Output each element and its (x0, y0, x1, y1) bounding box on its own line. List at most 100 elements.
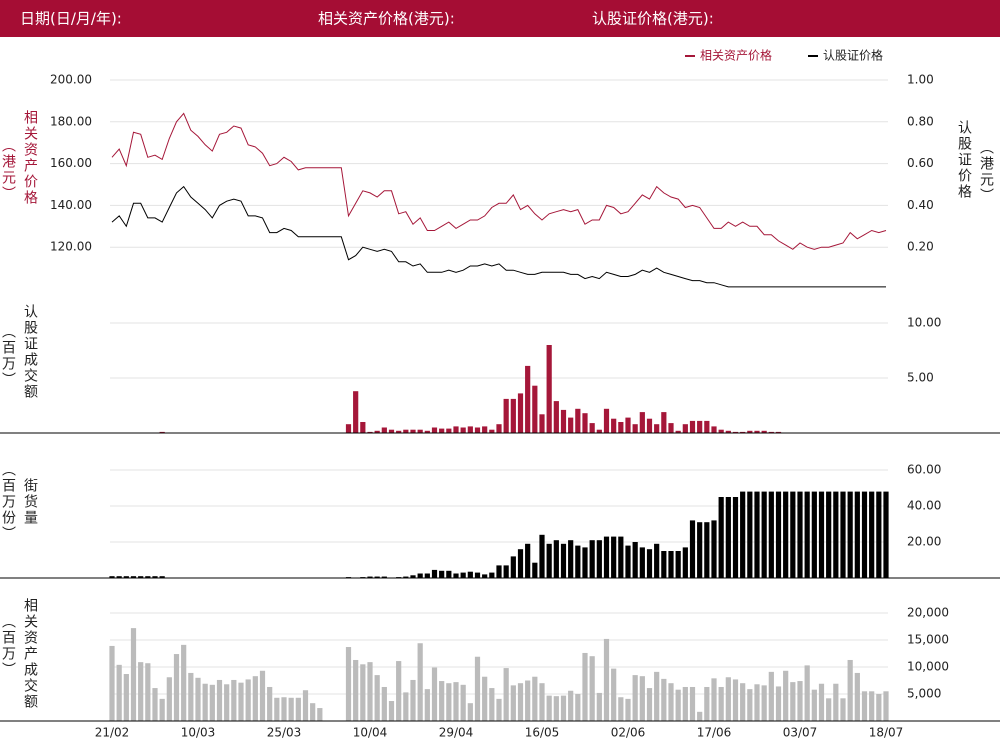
bar (725, 430, 731, 433)
bar (374, 675, 380, 721)
bar (689, 520, 696, 578)
bar (840, 698, 846, 721)
bar (568, 417, 574, 433)
bar (876, 694, 882, 721)
bar (632, 542, 638, 578)
bar (553, 401, 559, 433)
bar (539, 534, 545, 578)
bar (138, 576, 144, 578)
bar (417, 643, 423, 721)
x-tick-label: 02/06 (611, 726, 646, 740)
y-axis-label: 相关资产成交额 (22, 598, 38, 710)
x-tick-label: 10/04 (353, 726, 388, 740)
bar (281, 697, 287, 721)
bar (589, 656, 595, 721)
bar (410, 429, 416, 433)
bar (747, 491, 753, 578)
bar (811, 689, 817, 721)
bar (274, 697, 280, 721)
bar (202, 683, 208, 721)
bar (761, 430, 767, 433)
bar (768, 431, 774, 433)
bar (532, 676, 538, 721)
bar (826, 698, 832, 721)
bar (883, 691, 889, 721)
bar (661, 551, 667, 578)
bar (173, 654, 180, 721)
bar (661, 678, 667, 721)
y-axis-unit: （百万） (0, 614, 16, 678)
bar (639, 412, 645, 433)
y2-tick-label: 0.40 (907, 198, 934, 212)
bar (654, 671, 660, 721)
bar (818, 683, 825, 721)
bar (625, 545, 631, 578)
bar (675, 551, 681, 578)
bar (818, 491, 825, 578)
y-tick-label: 200.00 (50, 73, 92, 87)
bar (439, 570, 445, 578)
bar (618, 536, 624, 578)
header-bar (0, 0, 1000, 37)
bar (747, 430, 753, 433)
bar (596, 692, 602, 721)
bar (396, 661, 402, 721)
y-tick-label: 120.00 (50, 240, 92, 254)
bar (603, 408, 610, 433)
x-tick-label: 17/06 (697, 726, 732, 740)
y-tick-label: 5,000 (907, 687, 941, 701)
bar (804, 491, 810, 578)
bar (252, 676, 258, 721)
bar (345, 424, 352, 433)
x-tick-label: 10/03 (181, 726, 216, 740)
bar (582, 652, 588, 721)
y-axis-label: 认股证成交额 (22, 304, 38, 400)
bar (761, 685, 767, 721)
bar (861, 691, 868, 721)
bar (496, 565, 502, 578)
bar (302, 690, 309, 721)
y-tick-label: 20,000 (907, 606, 949, 620)
bar (826, 491, 832, 578)
warrant-label: 认股证价格(港元): (592, 10, 714, 28)
bar (582, 547, 588, 578)
bar (245, 679, 251, 721)
bar (560, 695, 567, 721)
bar (861, 491, 868, 578)
y-tick-label: 5.00 (907, 371, 934, 385)
bar (675, 430, 681, 433)
bar (446, 570, 452, 578)
y-tick-label: 10,000 (907, 660, 949, 674)
bar (231, 679, 237, 721)
bar (517, 393, 524, 433)
bar (374, 430, 380, 433)
date-label: 日期(日/月/年): (20, 10, 122, 28)
bar (259, 670, 266, 721)
y-tick-label: 20.00 (907, 535, 941, 549)
bar (775, 491, 782, 578)
bar (768, 491, 774, 578)
bar (625, 698, 631, 721)
bar (611, 668, 617, 721)
line-series (111, 185, 886, 288)
bar (453, 573, 459, 578)
bar (353, 391, 359, 433)
bar (417, 573, 423, 578)
bar (575, 694, 581, 721)
bar (740, 431, 746, 433)
bar (267, 686, 273, 721)
bar (697, 711, 703, 721)
y-axis-unit: （港元） (0, 138, 16, 202)
bar (138, 662, 144, 721)
y-axis-label: 街货量 (22, 478, 38, 526)
bar (510, 398, 516, 433)
bar (847, 659, 853, 721)
bar (768, 671, 774, 721)
bar (646, 688, 653, 721)
bar (732, 679, 739, 721)
bar (188, 672, 194, 721)
bar (575, 408, 581, 433)
bar (869, 691, 875, 721)
bar (517, 683, 524, 721)
